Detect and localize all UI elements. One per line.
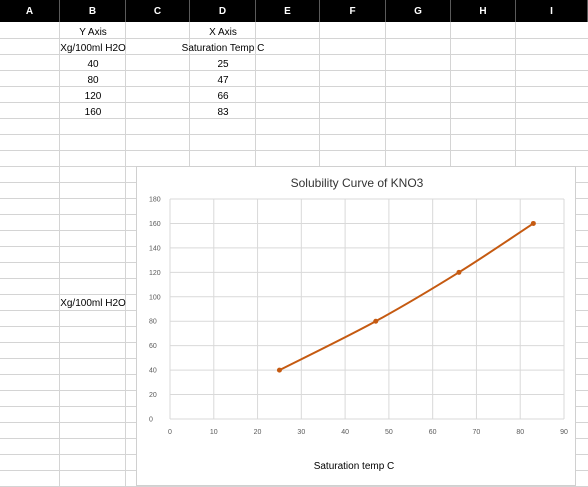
cell-d3[interactable]: 25 [217, 58, 229, 70]
y-tick-label: 40 [149, 368, 157, 375]
row-gridline [0, 38, 588, 39]
cell-b2[interactable]: Xg/100ml H2O [60, 42, 126, 54]
cell-d1[interactable]: X Axis [209, 26, 237, 38]
cell-d6[interactable]: 83 [217, 106, 229, 118]
data-point[interactable] [530, 220, 536, 226]
data-point[interactable] [373, 318, 379, 324]
y-tick-label: 0 [149, 417, 153, 424]
column-gridline [125, 22, 126, 487]
column-header-b[interactable]: B [60, 0, 126, 22]
y-tick-label: 120 [149, 270, 161, 277]
row-gridline [0, 134, 588, 135]
y-tick-label: 100 [149, 294, 161, 301]
y-tick-label: 80 [149, 319, 157, 326]
chart-svg: Solubility Curve of KNO3 020406080100120… [149, 176, 568, 472]
column-header-a[interactable]: A [0, 0, 60, 22]
row-gridline [0, 54, 588, 55]
y-tick-label: 180 [149, 197, 161, 204]
y-tick-label: 20 [149, 392, 157, 399]
column-header-i[interactable]: I [516, 0, 588, 22]
column-header-f[interactable]: F [320, 0, 386, 22]
row-gridline [0, 86, 588, 87]
chart-area[interactable]: Solubility Curve of KNO3 0 20 40 60 80 100 120… [136, 166, 576, 486]
column-header-e[interactable]: E [256, 0, 320, 22]
x-tick-label: 50 [385, 429, 393, 436]
data-point[interactable] [456, 269, 462, 275]
data-point[interactable] [276, 367, 282, 373]
column-header-g[interactable]: G [386, 0, 451, 22]
cell-d2[interactable]: Saturation Temp C [181, 42, 265, 54]
cell-b1[interactable]: Y Axis [79, 26, 107, 38]
x-tick-label: 90 [560, 429, 568, 436]
y-tick-label: 140 [149, 245, 161, 252]
row-gridline [0, 70, 588, 71]
x-axis-title: Saturation temp C [314, 461, 395, 472]
row-gridline [0, 150, 588, 151]
column-header-h[interactable]: H [451, 0, 516, 22]
x-tick-label: 40 [341, 429, 349, 436]
cell-d4[interactable]: 47 [217, 74, 229, 86]
cell-b3[interactable]: 40 [87, 58, 99, 70]
x-tick-label: 0 [168, 429, 172, 436]
series-kno3[interactable] [276, 220, 536, 373]
y-tick-label: 60 [149, 343, 157, 350]
x-tick-label: 80 [516, 429, 524, 436]
x-tick-label: 60 [429, 429, 437, 436]
cell-d5[interactable]: 66 [217, 90, 229, 102]
x-axis-ticks: 0 10 20 30 40 50 60 70 80 90 [168, 429, 568, 436]
y-tick-label: 160 [149, 221, 161, 228]
cell-b6[interactable]: 160 [84, 106, 102, 118]
x-tick-label: 30 [297, 429, 305, 436]
row-gridline [0, 102, 588, 103]
column-header-c[interactable]: C [126, 0, 190, 22]
cell-b4[interactable]: 80 [87, 74, 99, 86]
column-gridline [59, 22, 60, 487]
chart-title: Solubility Curve of KNO3 [291, 176, 424, 190]
cell-b5[interactable]: 120 [84, 90, 102, 102]
x-tick-label: 70 [473, 429, 481, 436]
y-axis-ticks: 0 20 40 60 80 100 120 140 160 180 [149, 197, 161, 424]
column-header-d[interactable]: D [190, 0, 256, 22]
x-tick-label: 10 [210, 429, 218, 436]
series-line[interactable] [278, 222, 534, 372]
row-gridline [0, 118, 588, 119]
chart-gridlines [169, 198, 565, 420]
x-tick-label: 20 [254, 429, 262, 436]
cell-b18[interactable]: Xg/100ml H2O [60, 297, 126, 309]
